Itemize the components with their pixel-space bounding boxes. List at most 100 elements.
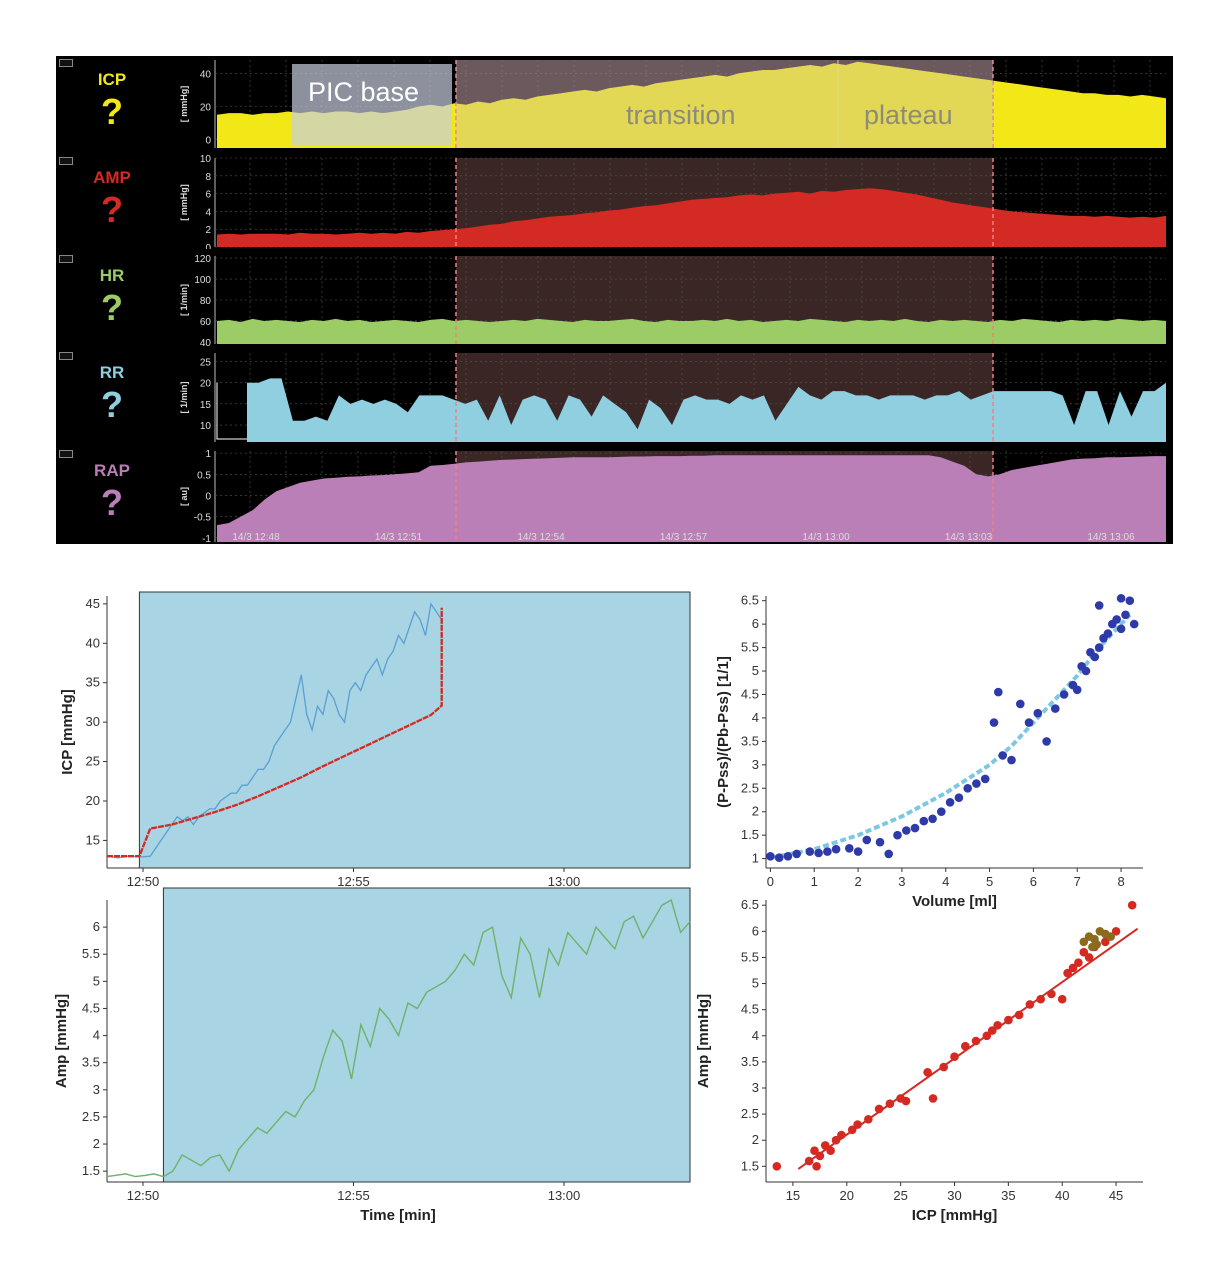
y-tick-label: 4	[93, 1028, 100, 1043]
x-tick-label: 12:55	[337, 874, 370, 889]
y-tick-label: 100	[194, 275, 211, 286]
y-tick-label: 40	[86, 635, 100, 650]
data-point	[1090, 652, 1100, 662]
data-point	[1116, 624, 1126, 634]
data-point	[864, 1115, 873, 1124]
channel-menu-icon[interactable]	[59, 255, 73, 263]
y-tick-label: 4	[752, 1028, 759, 1043]
data-point	[810, 1146, 819, 1155]
x-tick-label: 4	[942, 874, 949, 889]
channel-icp: ICP? 40 20 0 [ mmHg] PIC base transition platea…	[56, 56, 1173, 150]
x-tick-label: 35	[1001, 1188, 1015, 1203]
y-tick-label: 2	[752, 1132, 759, 1147]
channel-menu-icon[interactable]	[59, 450, 73, 458]
y-tick-label: 15	[200, 400, 212, 411]
data-point	[1007, 755, 1016, 765]
y-tick-label: 0	[205, 136, 211, 147]
channel-rr: RR? 25 20 15 10 [ 1/min]	[56, 349, 1173, 444]
data-point	[1106, 932, 1115, 941]
data-point	[805, 847, 815, 856]
channel-amp: AMP? 10 8 6 4 2 0 [ mmHg]	[56, 154, 1173, 249]
data-point	[1036, 994, 1045, 1004]
y-tick-label: 5	[752, 663, 759, 678]
y-tick-label: 1	[752, 851, 759, 866]
channel-marker: ?	[101, 189, 123, 230]
y-tick-label: 20	[200, 379, 212, 390]
data-point	[847, 1125, 857, 1135]
data-point	[1051, 704, 1060, 713]
y-tick-label: 5.5	[82, 946, 100, 961]
time-tick-label: 14/3 13:06	[1087, 532, 1135, 543]
channel-plot: 10 8 6 4 2 0 [ mmHg]	[179, 154, 1166, 249]
data-point	[1121, 610, 1130, 620]
y-tick-label: 0	[205, 243, 211, 249]
data-point	[862, 835, 872, 845]
data-point	[853, 847, 863, 856]
y-tick-label: 3	[93, 1082, 100, 1097]
channel-plot: 1 0.5 0 -0.5 -1 [ au]	[179, 449, 1166, 544]
y-tick-label: 1.5	[741, 827, 759, 842]
y-tick-label: 10	[200, 421, 212, 432]
data-point	[989, 718, 999, 727]
data-point	[893, 830, 902, 840]
data-point	[875, 837, 885, 847]
x-tick-label: 3	[898, 874, 905, 889]
x-axis-label: ICP [mmHg]	[912, 1207, 998, 1224]
x-tick-label: 12:50	[127, 874, 160, 889]
y-tick-label: 6.5	[741, 897, 759, 912]
signal-area	[217, 188, 1166, 247]
data-point	[971, 1036, 981, 1046]
y-tick-label: 20	[86, 793, 100, 808]
x-tick-label: 6	[1030, 874, 1037, 889]
channel-rap: RAP? 1 0.5 0 -0.5 -1 [ au]	[56, 447, 1173, 544]
amp-line	[106, 898, 691, 1178]
data-point	[1047, 989, 1056, 999]
unit-label: [ mmHg]	[179, 86, 189, 123]
y-axis-label: Amp [mmHg]	[695, 994, 712, 1088]
channel-plot: 120 100 80 60 40 [ 1/min]	[179, 254, 1166, 346]
x-tick-label: 30	[947, 1188, 961, 1203]
y-tick-label: 25	[200, 357, 212, 368]
data-point	[820, 1141, 830, 1150]
y-tick-label: 2	[205, 225, 211, 236]
y-tick-label: 40	[200, 69, 212, 80]
channel-menu-icon[interactable]	[59, 157, 73, 165]
channel-hr: HR? 120 100 80 60 40 [ 1/min]	[56, 252, 1173, 346]
time-axis: 14/3 12:48 14/3 12:51 14/3 12:54 14/3 12:57…	[232, 532, 1135, 543]
data-point	[998, 751, 1007, 760]
data-point	[1101, 937, 1110, 947]
y-tick-label: 40	[200, 338, 212, 346]
region-label-transition: transition	[626, 100, 736, 130]
data-point	[1059, 690, 1069, 699]
data-point	[1079, 947, 1089, 957]
y-tick-label: 3	[752, 757, 759, 772]
channel-name: ICP	[97, 70, 127, 89]
y-tick-label: -0.5	[194, 513, 212, 524]
data-point	[826, 1146, 835, 1155]
y-tick-label: -1	[202, 534, 211, 544]
channel-plot: 25 20 15 10 [ 1/min]	[179, 353, 1166, 442]
data-point	[937, 807, 946, 816]
data-point	[812, 1162, 821, 1171]
data-point	[902, 826, 911, 835]
data-point	[783, 852, 793, 861]
data-point	[1088, 942, 1097, 952]
data-point	[845, 844, 854, 853]
x-tick-label: 13:00	[548, 874, 581, 889]
time-tick-label: 14/3 12:57	[660, 532, 708, 543]
data-point	[1063, 968, 1072, 978]
unit-label: [ 1/min]	[179, 284, 189, 316]
x-tick-label: 12:50	[127, 1188, 160, 1203]
y-tick-label: 80	[200, 296, 212, 307]
data-point	[1042, 737, 1051, 746]
y-axis-label: Amp [mmHg]	[53, 994, 70, 1088]
y-tick-label: 1	[205, 449, 211, 460]
x-tick-label: 2	[854, 874, 861, 889]
channel-menu-icon[interactable]	[59, 352, 73, 360]
data-point	[1103, 629, 1113, 638]
x-tick-label: 15	[786, 1188, 800, 1203]
channel-menu-icon[interactable]	[59, 59, 73, 67]
data-point	[928, 1094, 938, 1103]
channel-marker: ?	[101, 482, 123, 523]
y-tick-label: 4.5	[82, 1000, 100, 1015]
